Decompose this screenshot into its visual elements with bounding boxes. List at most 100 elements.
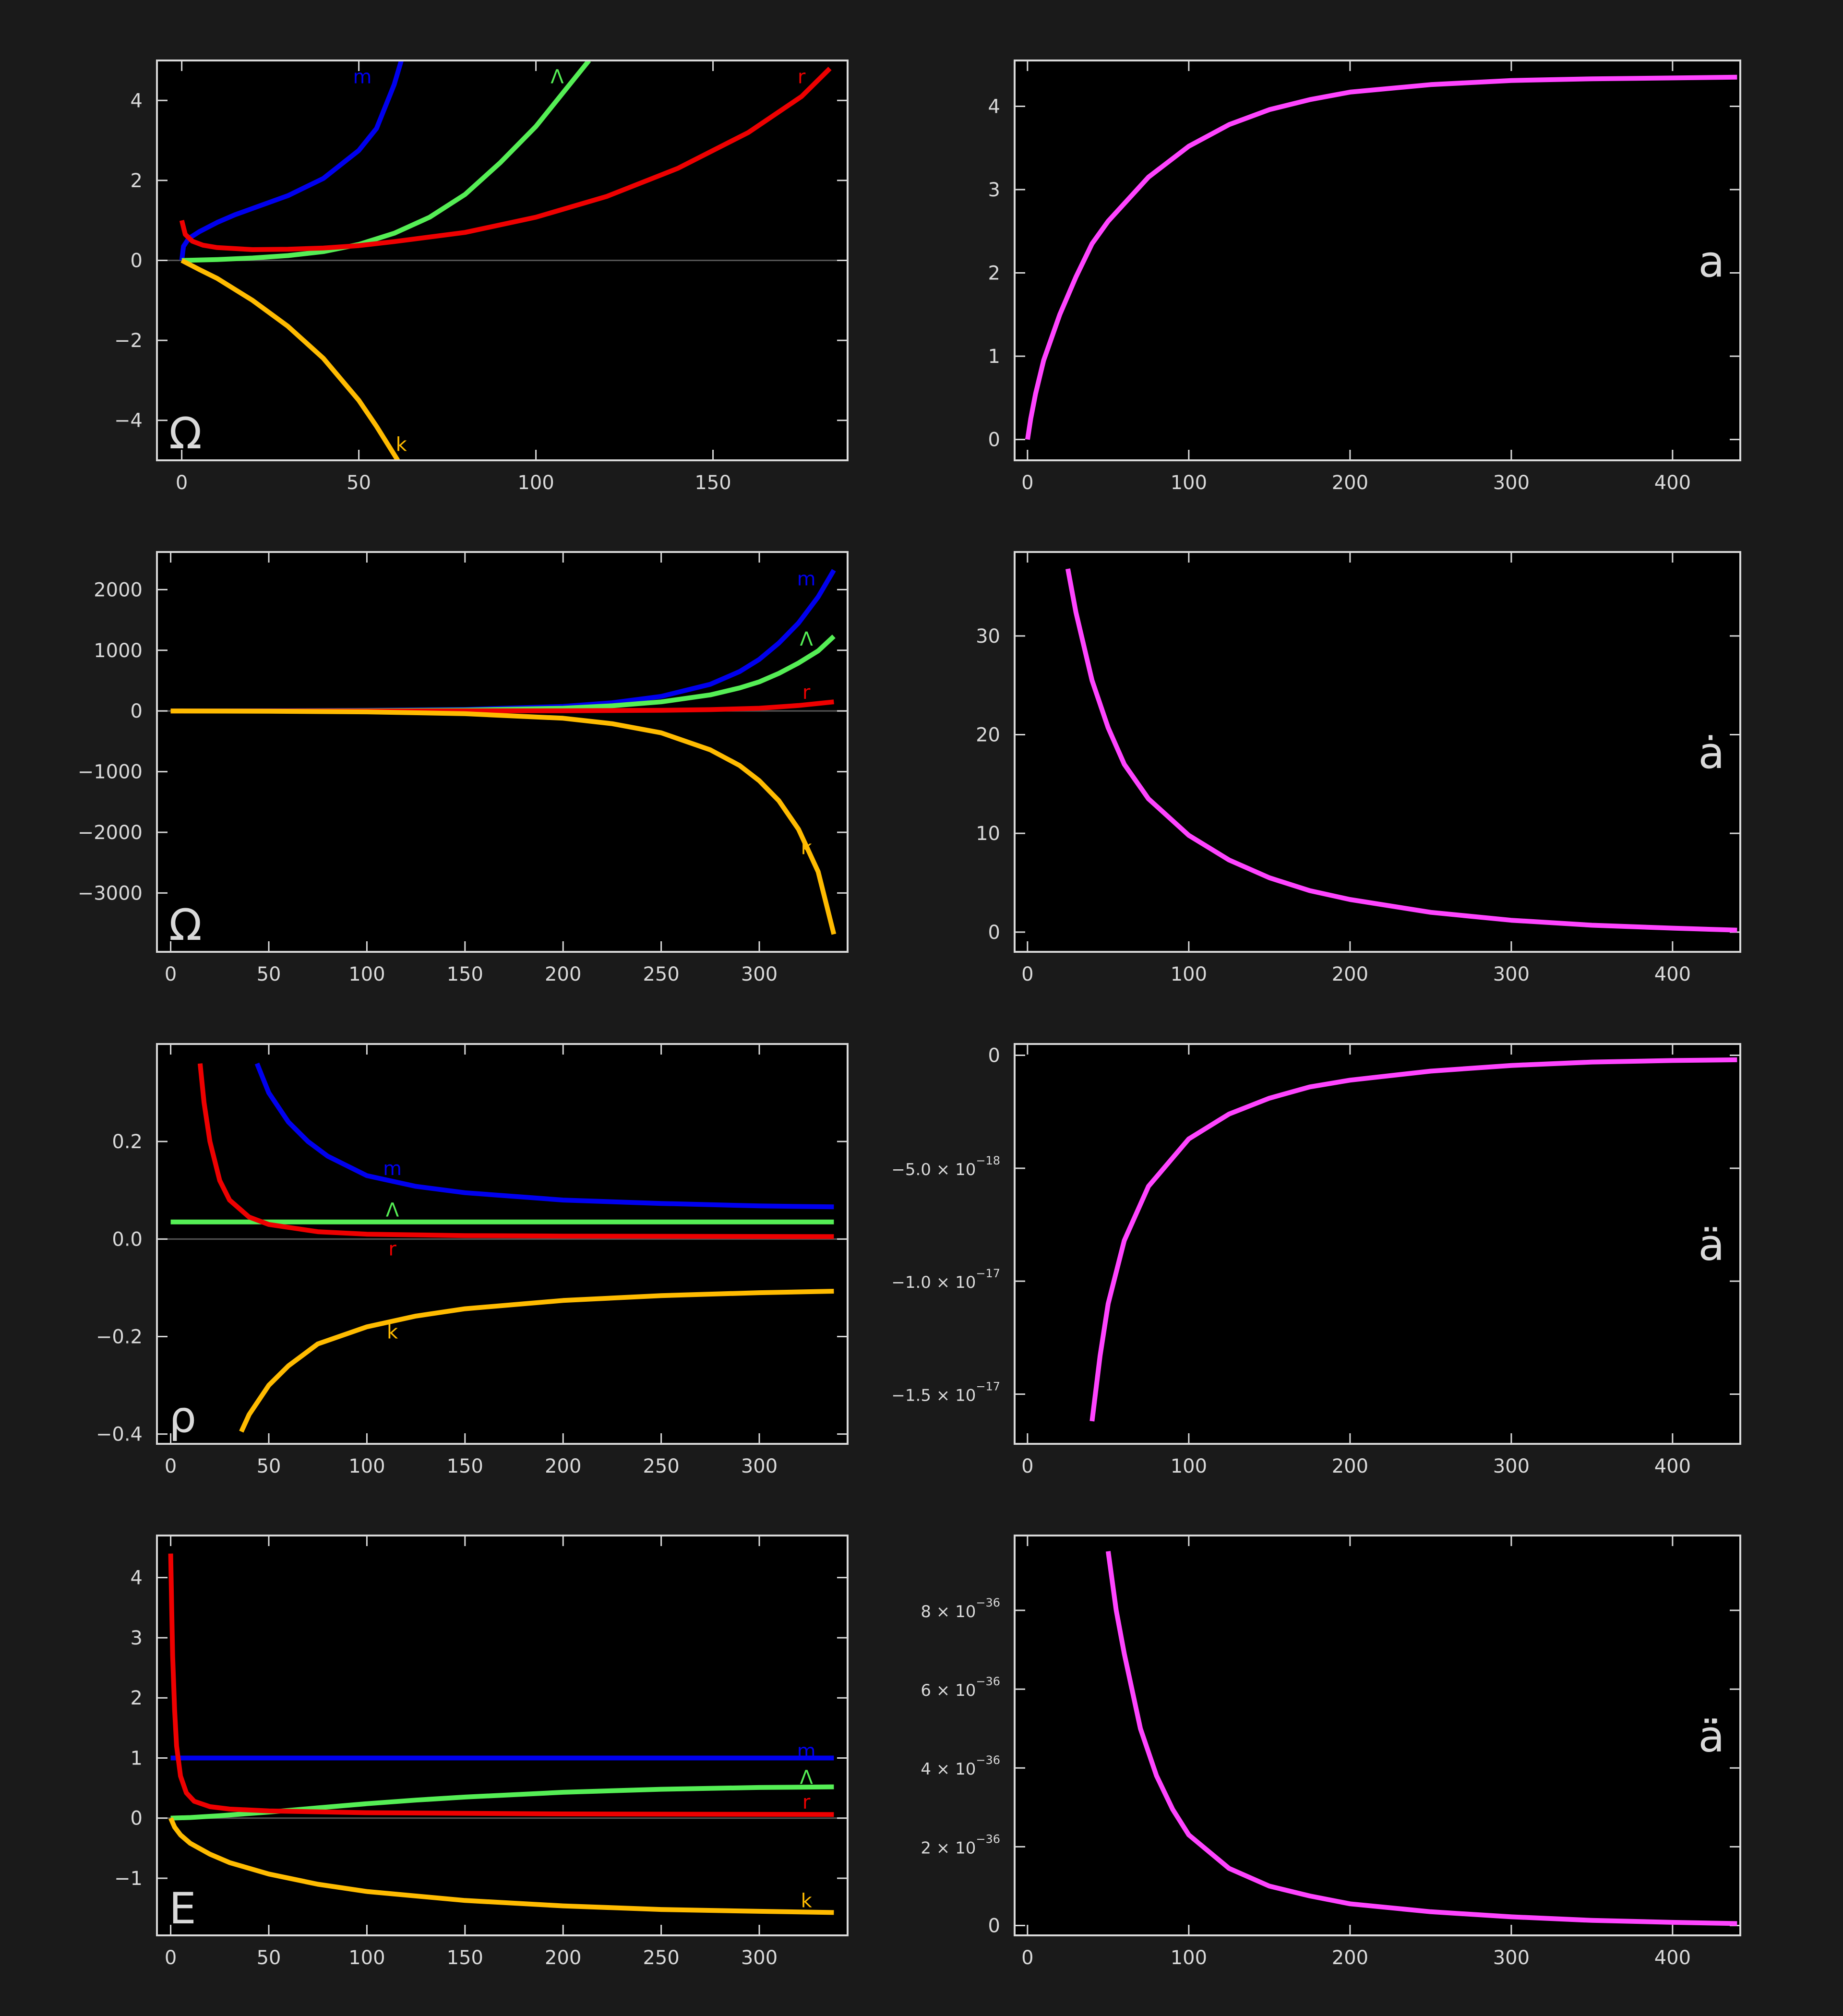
y-tick-label: −5.0 × 10−18 — [891, 1154, 1000, 1179]
y-tick-label: 3 — [988, 179, 1000, 201]
series-label-m: m — [353, 66, 372, 88]
x-tick-label: 50 — [347, 472, 371, 494]
y-tick-label: 4 — [131, 90, 143, 112]
panel-label: E — [169, 1884, 196, 1934]
series-line-r — [168, 1553, 834, 1817]
y-tick-label: 2 × 10−36 — [921, 1832, 1000, 1858]
y-tick-label: 2000 — [94, 579, 143, 601]
x-tick-label: 0 — [1021, 963, 1033, 985]
series-line-r — [197, 1063, 834, 1239]
y-tick-label: −1.5 × 10−17 — [891, 1380, 1000, 1405]
x-tick-label: 250 — [643, 1455, 679, 1477]
x-tick-label: 200 — [545, 1947, 581, 1969]
panel-label: ȧ — [1698, 728, 1724, 779]
y-tick-label: 0 — [131, 1808, 143, 1830]
series-label-m: m — [383, 1158, 402, 1180]
x-tick-label: 100 — [1171, 963, 1207, 985]
chart-energy: 0 50 100 150 200 250 300 4 3 2 1 0 −1 mΛr k E — [114, 1535, 849, 1969]
y-tick-label: 2 — [131, 1687, 143, 1709]
chart-rho: 0 50 100 150 200 250 300 0.2 0.0 −0.2 −0.4 mΛr k ρ — [96, 1043, 849, 1477]
y-tick-label: 0.2 — [112, 1131, 143, 1153]
panel-label: ρ — [169, 1392, 196, 1442]
y-tick-label: 0 — [988, 922, 1000, 944]
y-tick-label: 0 — [988, 1915, 1000, 1937]
series-label-r: r — [802, 682, 811, 704]
x-tick-label: 300 — [1493, 1947, 1530, 1969]
x-tick-label: 100 — [1171, 472, 1207, 494]
series-label-lambda: Λ — [551, 66, 564, 88]
x-tick-label: 50 — [257, 1947, 281, 1969]
y-tick-label: 10 — [976, 823, 1000, 845]
series-line-k — [180, 258, 400, 460]
plot-frame — [156, 60, 849, 461]
y-tick-label: 30 — [976, 625, 1000, 648]
series-label-k: k — [396, 434, 407, 456]
plot-area — [1015, 1536, 1740, 1935]
y-tick-label: 3 — [131, 1627, 143, 1649]
plot-area — [1015, 60, 1740, 460]
y-tick-label: −0.4 — [96, 1424, 143, 1446]
x-tick-label: 0 — [1021, 1455, 1033, 1477]
chart-a: 0 100 200 300 400 4 3 2 1 0 a — [988, 60, 1741, 494]
x-tick-label: 0 — [165, 1947, 177, 1969]
y-tick-label: 4 — [131, 1567, 143, 1589]
x-tick-label: 150 — [694, 472, 731, 494]
series-line-k — [239, 1289, 834, 1433]
x-tick-label: 300 — [1493, 963, 1530, 985]
x-tick-label: 100 — [348, 1455, 385, 1477]
series-line-lambda — [181, 60, 591, 263]
x-tick-label: 150 — [447, 1947, 483, 1969]
x-tick-label: 150 — [447, 1455, 483, 1477]
y-tick-label: −1 — [114, 1868, 143, 1890]
x-tick-label: 300 — [741, 1455, 778, 1477]
y-tick-label: 1 — [131, 1747, 143, 1769]
x-tick-label: 50 — [257, 963, 281, 985]
series-line-k — [170, 708, 837, 935]
series-line-scale — [1065, 568, 1737, 933]
series-label-r: r — [798, 66, 806, 88]
x-tick-label: 300 — [1493, 1455, 1530, 1477]
x-tick-label: 250 — [643, 1947, 679, 1969]
x-tick-label: 0 — [1021, 1947, 1033, 1969]
x-tick-label: 0 — [176, 472, 188, 494]
series-label-lambda: Λ — [800, 628, 813, 650]
plot-area — [157, 552, 848, 952]
x-tick-label: 400 — [1654, 1947, 1691, 1969]
plot-area — [157, 1044, 848, 1444]
series-line-k — [168, 1817, 834, 1915]
series-label-m: m — [797, 568, 816, 590]
y-tick-label: −1000 — [78, 761, 143, 783]
y-tick-label: 1 — [988, 346, 1000, 368]
x-tick-label: 100 — [348, 963, 385, 985]
x-tick-label: 300 — [741, 1947, 778, 1969]
x-tick-label: 0 — [1021, 472, 1033, 494]
x-tick-label: 100 — [517, 472, 554, 494]
panel-label: a — [1698, 237, 1724, 287]
x-tick-label: 100 — [1171, 1455, 1207, 1477]
plot-frame — [1014, 551, 1741, 953]
panel-label: ä̇ — [1698, 1712, 1724, 1762]
plot-frame — [156, 1043, 849, 1445]
x-tick-label: 150 — [447, 963, 483, 985]
x-tick-label: 250 — [643, 963, 679, 985]
y-tick-label: 2 — [988, 263, 1000, 285]
y-tick-label: −0.2 — [96, 1326, 143, 1348]
series-label-lambda: Λ — [386, 1199, 399, 1221]
series-label-lambda: Λ — [800, 1767, 813, 1789]
y-tick-label: 1000 — [94, 640, 143, 662]
chart-a-ddot: 0 100 200 300 400 0 −5.0 × 10−18 −1.0 × 10−17 −1… — [891, 1043, 1741, 1477]
x-tick-label: 50 — [257, 1455, 281, 1477]
x-tick-label: 0 — [165, 1455, 177, 1477]
x-tick-label: 0 — [165, 963, 177, 985]
y-tick-label: 0 — [131, 250, 143, 272]
x-tick-label: 200 — [1332, 1947, 1368, 1969]
y-tick-label: 4 — [988, 96, 1000, 118]
x-tick-label: 200 — [545, 1455, 581, 1477]
y-tick-label: 8 × 10−36 — [921, 1596, 1000, 1621]
x-tick-label: 300 — [1493, 472, 1530, 494]
y-tick-label: 0 — [988, 1045, 1000, 1067]
series-label-k: k — [801, 837, 813, 859]
series-label-k: k — [387, 1321, 398, 1343]
